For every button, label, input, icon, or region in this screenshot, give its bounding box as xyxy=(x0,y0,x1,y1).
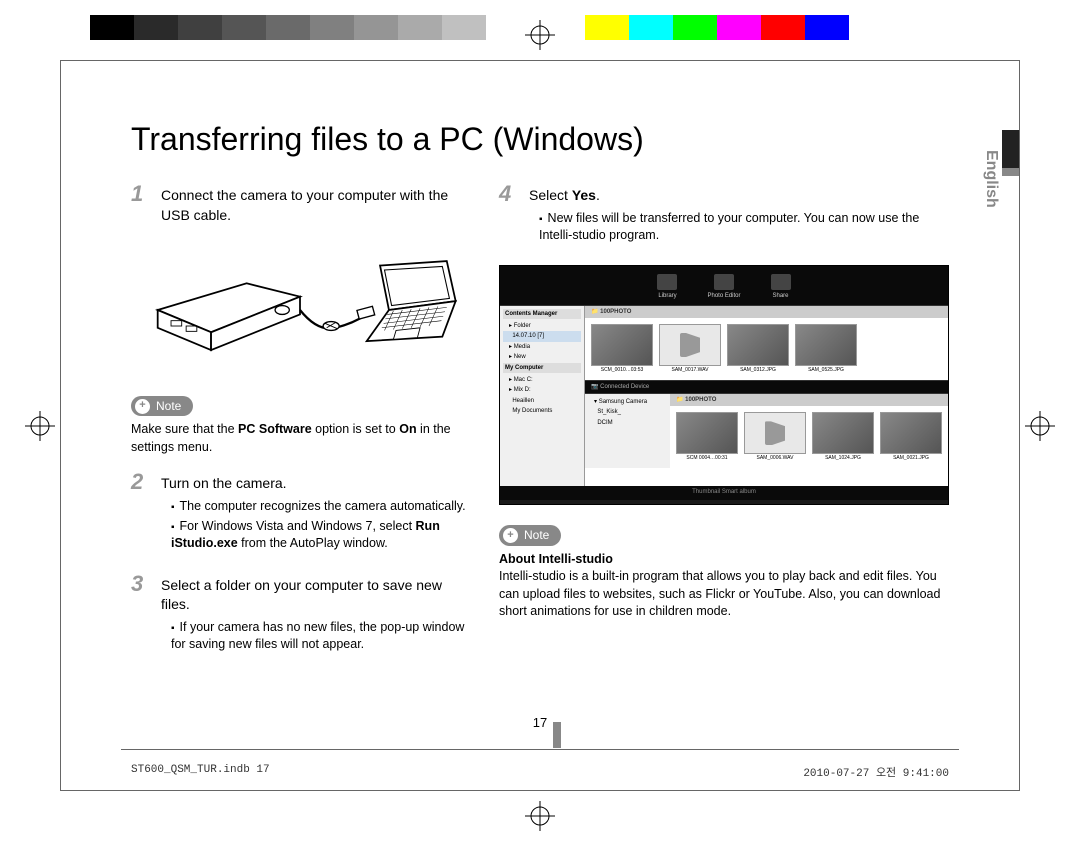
note-badge: + Note xyxy=(499,525,561,546)
step-number: 1 xyxy=(131,183,151,225)
screenshot-main: 📁 100PHOTO SCM_0010…03:53SAM_0017.WAVSAM… xyxy=(585,306,948,486)
crop-line xyxy=(121,749,959,750)
bullet-item: If your camera has no new files, the pop… xyxy=(171,619,469,654)
step-2: 2 Turn on the camera. The computer recog… xyxy=(131,471,469,562)
print-footer: ST600_QSM_TUR.indb 17 2010-07-27 오전 9:41… xyxy=(131,764,949,780)
registration-mark-icon xyxy=(1025,411,1055,441)
note-badge: + Note xyxy=(131,396,193,417)
step-1: 1 Connect the camera to your computer wi… xyxy=(131,183,469,225)
manual-page: Transferring files to a PC (Windows) 1 C… xyxy=(60,60,1020,791)
screenshot-statusbar: Thumbnail Smart album xyxy=(500,486,948,500)
step-4: 4 Select Yes. New files will be transfer… xyxy=(499,183,949,255)
right-column: 4 Select Yes. New files will be transfer… xyxy=(499,183,949,674)
bullet-item: For Windows Vista and Windows 7, select … xyxy=(171,518,469,553)
note-label: Note xyxy=(156,398,181,415)
registration-mark-icon xyxy=(25,411,55,441)
step-number: 4 xyxy=(499,183,519,255)
step-text: Select Yes. xyxy=(529,186,949,206)
note-text: About Intelli-studio Intelli-studio is a… xyxy=(499,551,949,621)
note-label: Note xyxy=(524,527,549,544)
bullet-item: The computer recognizes the camera autom… xyxy=(171,498,469,516)
bullet-item: New files will be transferred to your co… xyxy=(539,210,949,245)
intelli-studio-screenshot: Library Photo Editor Share Contents Mana… xyxy=(499,265,949,505)
screenshot-sidebar: Contents Manager ▸ Folder 14.07.10 [7] ▸… xyxy=(500,306,585,486)
step-text: Connect the camera to your computer with… xyxy=(161,186,469,225)
page-accent-bar xyxy=(553,722,561,748)
page-number: 17 xyxy=(533,715,547,730)
usb-connection-diagram xyxy=(131,245,469,375)
plus-icon: + xyxy=(135,399,150,414)
step-number: 3 xyxy=(131,573,151,664)
note-text: Make sure that the PC Software option is… xyxy=(131,421,469,456)
calibration-color-bar xyxy=(90,15,849,40)
content-columns: 1 Connect the camera to your computer wi… xyxy=(131,183,949,674)
footer-timestamp: 2010-07-27 오전 9:41:00 xyxy=(803,764,949,780)
registration-mark-icon xyxy=(525,801,555,831)
step-3: 3 Select a folder on your computer to sa… xyxy=(131,573,469,664)
registration-mark-icon xyxy=(525,20,555,50)
step-number: 2 xyxy=(131,471,151,562)
left-column: 1 Connect the camera to your computer wi… xyxy=(131,183,469,674)
step-text: Turn on the camera. xyxy=(161,474,469,494)
step-text: Select a folder on your computer to save… xyxy=(161,576,469,615)
page-title: Transferring files to a PC (Windows) xyxy=(131,121,949,158)
screenshot-toolbar: Library Photo Editor Share xyxy=(500,266,948,306)
plus-icon: + xyxy=(503,528,518,543)
note-heading: About Intelli-studio xyxy=(499,552,613,566)
footer-filename: ST600_QSM_TUR.indb 17 xyxy=(131,764,270,780)
